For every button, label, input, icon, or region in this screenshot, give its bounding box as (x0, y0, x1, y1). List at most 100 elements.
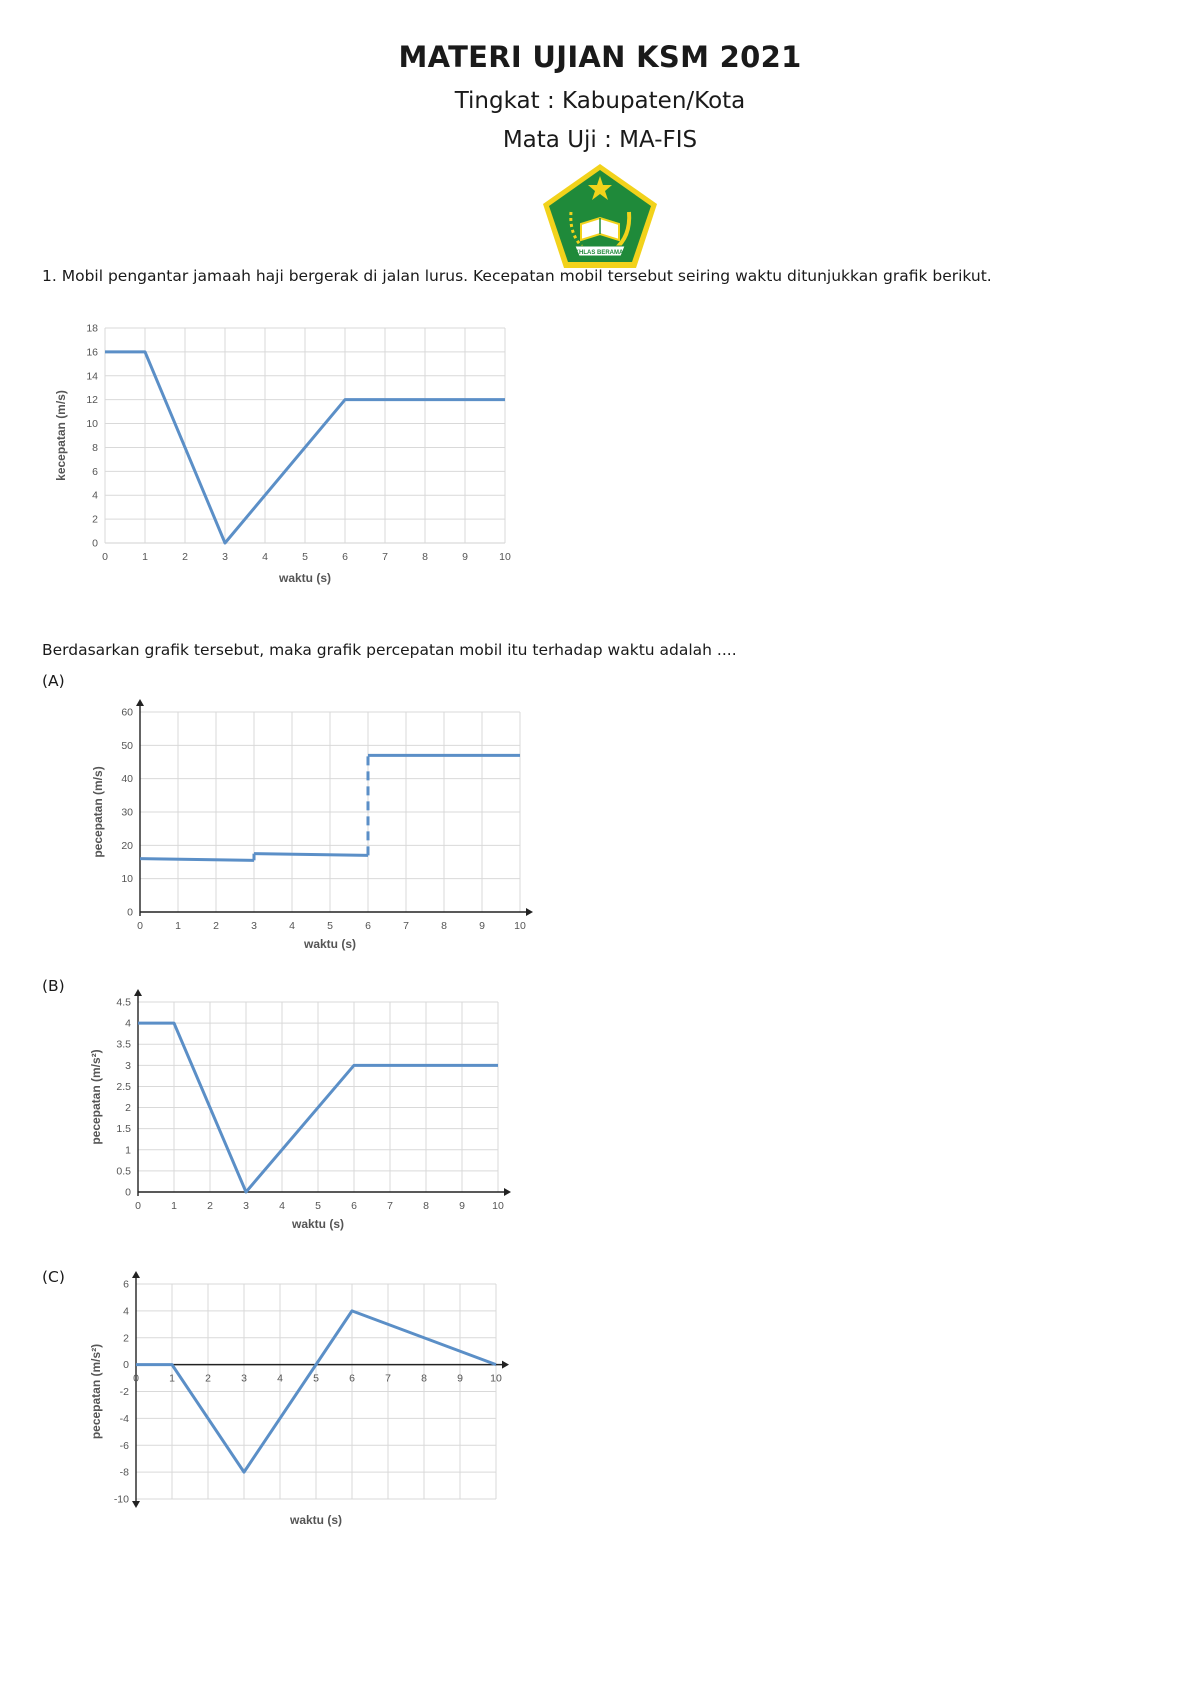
x-tick-label: 1 (142, 551, 148, 563)
y-tick-label: 6 (123, 1279, 129, 1291)
x-tick-label: 6 (342, 551, 348, 563)
x-tick-label: 10 (492, 1200, 504, 1212)
x-tick-label: 7 (387, 1200, 393, 1212)
y-tick-label: 40 (121, 773, 133, 785)
x-tick-label: 0 (135, 1200, 141, 1212)
y-tick-label: 1 (125, 1144, 131, 1156)
x-tick-label: 6 (365, 920, 371, 932)
y-tick-label: 3 (125, 1060, 131, 1072)
x-tick-label: 8 (422, 551, 428, 563)
y-axis-arrow-icon (136, 699, 144, 706)
x-axis-arrow-icon (504, 1188, 511, 1196)
y-tick-label: 4 (123, 1305, 129, 1317)
y-tick-label: 50 (121, 740, 133, 752)
x-axis-arrow-icon (502, 1360, 509, 1369)
y-tick-label: 4 (125, 1018, 131, 1030)
svg-text:IKHLAS BERAMAL: IKHLAS BERAMAL (573, 250, 627, 256)
x-tick-label: 8 (421, 1373, 427, 1385)
x-axis-label: waktu (s) (278, 571, 331, 585)
y-tick-label: -2 (120, 1386, 129, 1398)
x-tick-label: 7 (382, 551, 388, 563)
x-tick-label: 2 (205, 1373, 211, 1385)
y-axis-arrow-icon (134, 989, 142, 996)
option-b-label: (B) (42, 977, 65, 995)
option-a-chart[interactable]: 0 10 20 30 40 50 60 0 1 2 3 4 5 6 7 8 9 10 waktu (s) pecepa… (90, 699, 540, 951)
y-tick-label: 0 (125, 1187, 131, 1199)
x-tick-label: 3 (222, 551, 228, 563)
option-a-label: (A) (42, 672, 65, 690)
x-tick-label: 4 (289, 920, 295, 932)
x-tick-label: 5 (313, 1373, 319, 1385)
x-tick-label: 3 (251, 920, 257, 932)
x-tick-label: 4 (262, 551, 268, 563)
option-b-chart[interactable]: 0 0.5 1 1.5 2 2.5 3 3.5 4 4.5 0 1 2 3 4 5 6 7 8 9 10 waktu (s… (89, 989, 530, 1240)
x-tick-label: 2 (182, 551, 188, 563)
x-tick-label: 5 (302, 551, 308, 563)
x-tick-label: 10 (490, 1373, 502, 1385)
x-tick-label: 1 (175, 920, 181, 932)
kemenag-logo: IKHLAS BERAMAL (543, 164, 657, 268)
y-tick-label: 4.5 (116, 997, 131, 1009)
x-tick-label: 7 (385, 1373, 391, 1385)
y-tick-label: 10 (121, 873, 133, 885)
x-tick-label: 2 (213, 920, 219, 932)
x-tick-label: 8 (423, 1200, 429, 1212)
y-tick-label: 60 (121, 707, 133, 719)
x-tick-label: 2 (207, 1200, 213, 1212)
x-axis-arrow-icon (526, 908, 533, 916)
series-segment (139, 857, 255, 862)
x-tick-label: 0 (102, 551, 108, 563)
x-tick-label: 3 (243, 1200, 249, 1212)
y-tick-label: 30 (121, 807, 133, 819)
y-tick-label: 12 (86, 394, 98, 406)
y-tick-label: -6 (120, 1440, 129, 1452)
y-tick-label: 2 (125, 1102, 131, 1114)
y-tick-label: 0 (92, 538, 98, 550)
y-tick-label: -8 (120, 1467, 129, 1479)
x-tick-label: 10 (499, 551, 511, 563)
x-tick-label: 3 (241, 1373, 247, 1385)
subject-subtitle: Mata Uji : MA-FIS (502, 127, 698, 153)
y-tick-label: 6 (92, 466, 98, 478)
x-tick-label: 5 (327, 920, 333, 932)
y-tick-label: 8 (92, 442, 98, 454)
x-axis-label: waktu (s) (303, 937, 356, 951)
y-tick-label: 18 (86, 323, 98, 335)
y-tick-label: 20 (121, 840, 133, 852)
star-icon (588, 176, 612, 200)
x-tick-label: 0 (133, 1373, 139, 1385)
y-axis-label: pecepatan (m/s) (91, 766, 105, 857)
x-tick-label: 7 (403, 920, 409, 932)
x-tick-label: 8 (441, 920, 447, 932)
y-tick-label: 0 (127, 907, 133, 919)
x-tick-label: 9 (459, 1200, 465, 1212)
x-tick-label: 6 (351, 1200, 357, 1212)
x-tick-label: 10 (514, 920, 526, 932)
y-axis-label: kecepatan (m/s) (54, 390, 68, 481)
y-tick-label: 2 (92, 514, 98, 526)
y-tick-label: -10 (114, 1494, 129, 1506)
x-tick-label: 5 (315, 1200, 321, 1212)
option-c-chart[interactable]: -10 -8 -6 -4 -2 0 2 4 6 0 1 2 3 4 5 6 7 8 9 10 waktu (s) pece… (89, 1270, 530, 1530)
series-segment (253, 852, 369, 857)
x-tick-label: 6 (349, 1373, 355, 1385)
y-tick-label: 10 (86, 418, 98, 430)
y-axis-label: pecepatan (m/s²) (89, 1049, 103, 1144)
x-tick-label: 0 (137, 920, 143, 932)
y-tick-label: 16 (86, 346, 98, 358)
series-line (136, 1309, 497, 1474)
y-tick-label: 2.5 (116, 1081, 131, 1093)
question-1-text: 1. Mobil pengantar jamaah haji bergerak … (42, 267, 992, 285)
y-axis-arrow-down-icon (132, 1501, 140, 1508)
y-tick-label: -4 (120, 1413, 129, 1425)
y-tick-label: 2 (123, 1332, 129, 1344)
y-tick-label: 14 (86, 370, 98, 382)
x-tick-label: 4 (277, 1373, 283, 1385)
option-c-label: (C) (42, 1268, 65, 1286)
x-tick-label: 9 (457, 1373, 463, 1385)
x-axis-label: waktu (s) (289, 1513, 342, 1527)
y-axis-label: pecepatan (m/s²) (89, 1344, 103, 1439)
y-tick-label: 4 (92, 490, 98, 502)
question-1-prompt: Berdasarkan grafik tersebut, maka grafik… (42, 641, 737, 659)
